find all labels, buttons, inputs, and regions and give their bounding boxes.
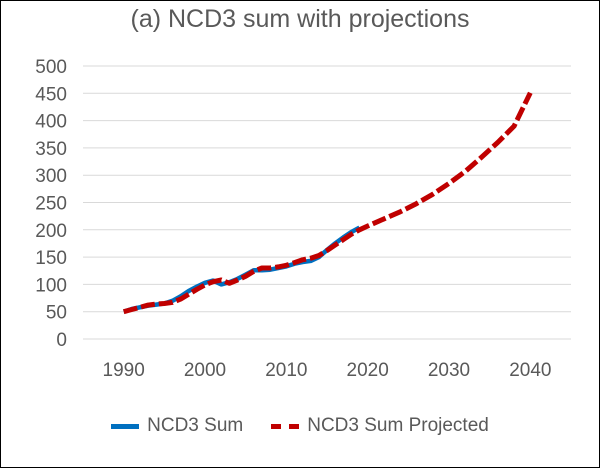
x-tick-label-2040: 2040 [509,360,551,381]
y-tick-label-0: 0 [56,330,67,351]
legend-swatch-ncd3-sum-projected [271,423,300,429]
legend-label-ncd3-sum-projected: NCD3 Sum Projected [307,415,489,436]
legend-label-ncd3-sum: NCD3 Sum [147,415,244,436]
chart-title: (a) NCD3 sum with projections [130,5,470,33]
y-axis: 0 50 100 150 200 250 300 350 400 450 500 [35,57,67,351]
legend: NCD3 Sum NCD3 Sum Projected [1,411,599,441]
y-tick-label-150: 150 [35,248,67,269]
x-tick-label-2020: 2020 [347,360,389,381]
y-tick-label-500: 500 [35,57,67,78]
x-tick-label-2010: 2010 [265,360,307,381]
x-tick-label-2000: 2000 [184,360,226,381]
y-tick-label-350: 350 [35,139,67,160]
y-tick-label-50: 50 [46,303,67,324]
x-tick-label-2030: 2030 [428,360,470,381]
y-tick-label-300: 300 [35,166,67,187]
legend-item-ncd3-sum: NCD3 Sum [111,415,243,437]
x-axis: 1990 2000 2010 2020 2030 2040 [103,360,552,381]
y-tick-label-400: 400 [35,112,67,133]
y-tick-label-450: 450 [35,84,67,105]
y-tick-label-100: 100 [35,275,67,296]
x-tick-label-1990: 1990 [103,360,145,381]
y-tick-label-250: 250 [35,194,67,215]
y-tick-label-200: 200 [35,221,67,242]
series-line-ncd3-sum [122,225,361,314]
series-line-ncd3-sum-projected [123,91,533,315]
legend-swatch-ncd3-sum [111,423,140,429]
gridlines [83,65,571,340]
legend-item-ncd3-sum-projected: NCD3 Sum Projected [271,415,489,437]
series-lines [122,91,533,315]
